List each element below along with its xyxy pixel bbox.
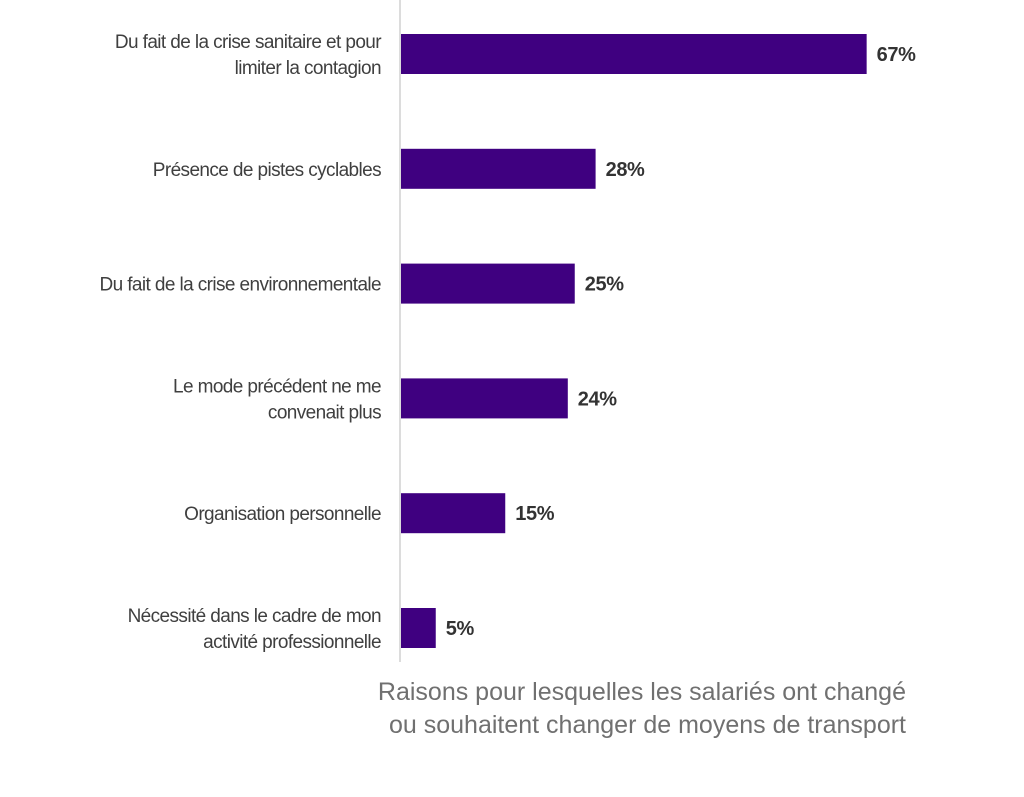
bar-value-label: 28% — [606, 159, 645, 181]
bar — [401, 378, 568, 419]
bar — [401, 148, 596, 189]
bar — [401, 34, 867, 74]
category-label: Présence de pistes cyclables — [153, 160, 381, 181]
category-label: Le mode précédent ne me — [173, 376, 381, 397]
bar — [401, 608, 436, 648]
bar-value-label: 5% — [446, 618, 475, 640]
category-label: convenait plus — [268, 402, 381, 423]
category-label: Nécessité dans le cadre de mon — [128, 606, 381, 627]
bar-value-label: 67% — [877, 44, 916, 66]
category-label: Organisation personnelle — [184, 504, 381, 525]
bar-value-label: 25% — [585, 274, 624, 296]
chart-caption-line-1: Raisons pour lesquelles les salariés ont… — [377, 678, 906, 706]
bar-chart: 67% Du fait de la crise sanitaire et pour… — [99, 0, 916, 662]
category-label: activité professionnelle — [203, 632, 381, 653]
category-label: Du fait de la crise environnementale — [99, 275, 381, 296]
bar — [401, 493, 506, 534]
category-label: Du fait de la crise sanitaire et pour — [115, 32, 382, 53]
category-label: limiter la contagion — [235, 58, 381, 79]
bar-value-label: 15% — [515, 503, 554, 525]
bar-value-label: 24% — [578, 388, 617, 410]
chart-caption-line-2: ou souhaitent changer de moyens de trans… — [388, 711, 906, 739]
bar — [401, 263, 575, 304]
